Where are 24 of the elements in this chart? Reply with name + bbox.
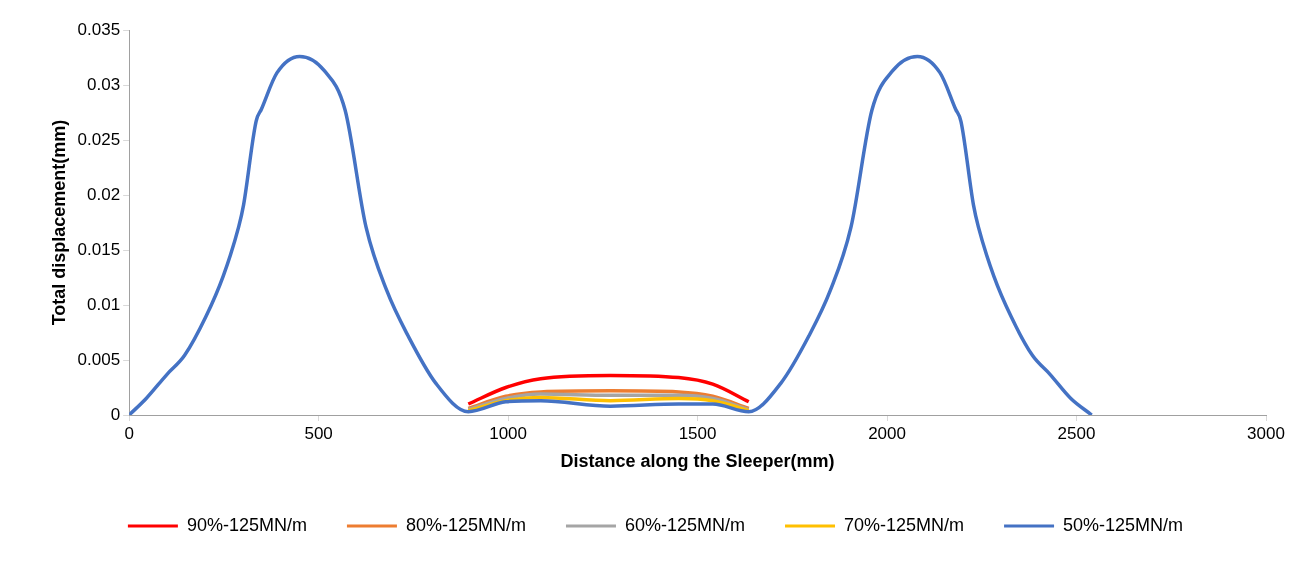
legend-label: 60%-125MN/m bbox=[624, 514, 746, 535]
line-series bbox=[466, 373, 751, 406]
x-axis-title: Distance along the Sleeper(mm) bbox=[560, 451, 835, 472]
legend-label: 70%-125MN/m bbox=[844, 514, 965, 535]
y-tick-label: 0.025 bbox=[77, 129, 121, 149]
legend-label: 50%-125MN/m bbox=[1063, 514, 1184, 535]
y-tick-label: 0.02 bbox=[87, 184, 121, 204]
y-tick-label: 0.03 bbox=[87, 74, 121, 94]
x-tick-label: 1500 bbox=[678, 423, 717, 443]
y-tick-label: 0 bbox=[110, 404, 121, 424]
x-tick-label: 3000 bbox=[1247, 423, 1285, 443]
legend-label: 80%-125MN/m bbox=[405, 514, 526, 535]
y-tick-label: 0.035 bbox=[77, 19, 121, 39]
y-tick-label: 0.01 bbox=[87, 294, 121, 314]
x-tick-label: 500 bbox=[304, 423, 333, 443]
x-tick-label: 2500 bbox=[1057, 423, 1096, 443]
x-tick-label: 2000 bbox=[868, 423, 906, 443]
y-tick-label: 0.005 bbox=[77, 349, 121, 369]
y-tick-label: 0.015 bbox=[77, 239, 121, 259]
x-tick-label: 0 bbox=[124, 423, 134, 443]
legend-label: 90%-125MN/m bbox=[186, 514, 307, 535]
x-tick-label: 1000 bbox=[489, 423, 528, 443]
line-series bbox=[129, 54, 1094, 415]
y-axis-title: Total displacement(mm) bbox=[48, 119, 69, 326]
